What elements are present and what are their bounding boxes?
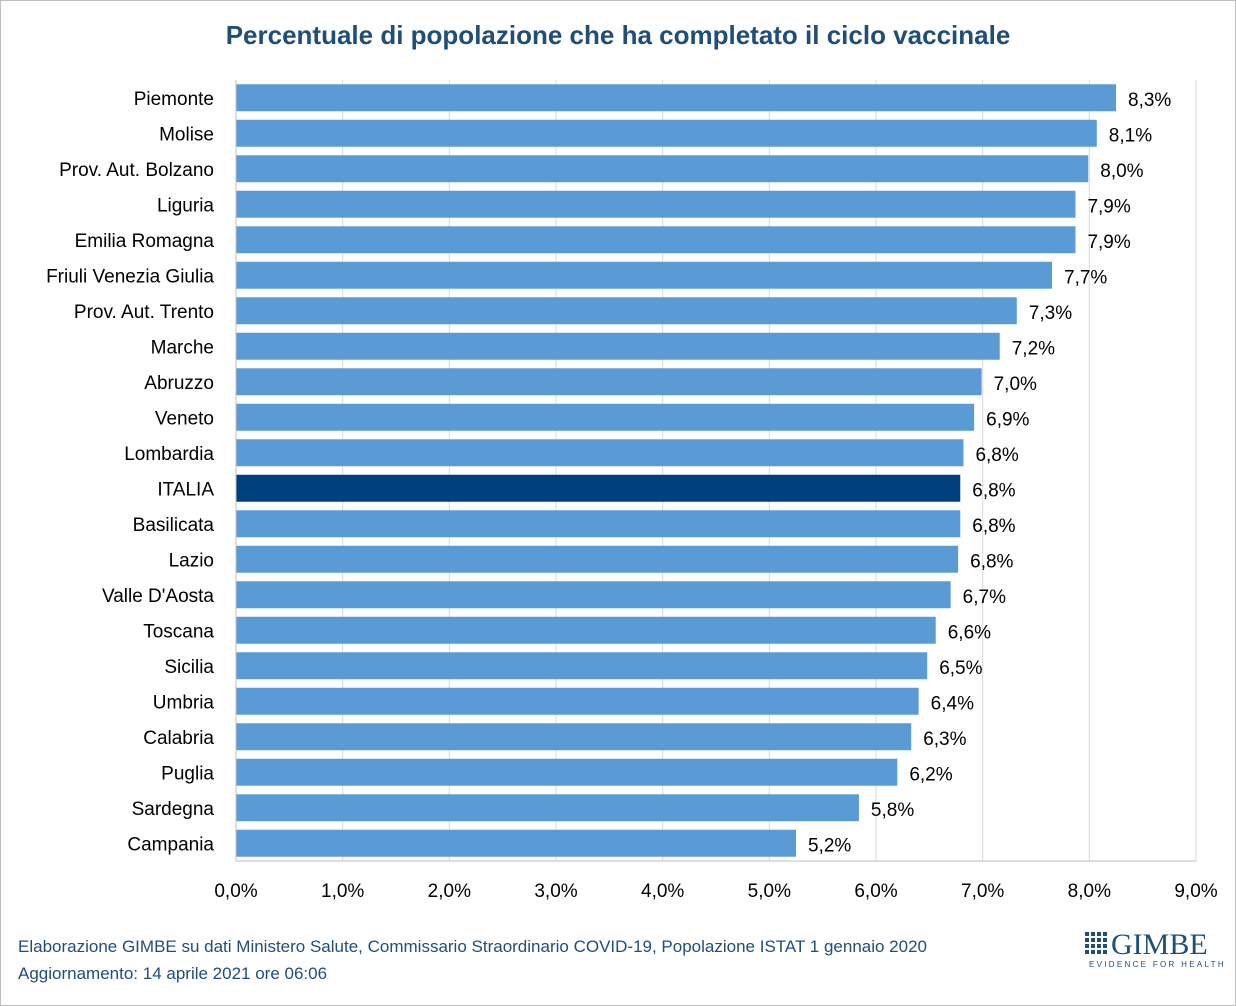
value-label: 7,9% bbox=[1087, 196, 1130, 217]
x-tick-label: 5,0% bbox=[748, 881, 791, 902]
bar bbox=[236, 332, 1000, 360]
bar bbox=[236, 758, 898, 786]
value-label: 6,8% bbox=[975, 445, 1018, 466]
logo-tagline: EVIDENCE FOR HEALTH bbox=[1089, 960, 1226, 969]
bar bbox=[236, 439, 964, 467]
value-label: 6,8% bbox=[972, 480, 1015, 501]
x-tick-label: 9,0% bbox=[1174, 881, 1217, 902]
bar bbox=[236, 616, 936, 644]
bar bbox=[236, 297, 1017, 325]
value-label: 7,7% bbox=[1064, 267, 1107, 288]
value-label: 6,6% bbox=[948, 622, 991, 643]
category-label: Toscana bbox=[143, 621, 214, 642]
value-label: 6,9% bbox=[986, 409, 1029, 430]
x-tick-label: 2,0% bbox=[428, 881, 471, 902]
logo-wordmark: GIMBE bbox=[1111, 928, 1208, 961]
bar bbox=[236, 368, 982, 396]
bar bbox=[236, 226, 1076, 254]
bar bbox=[236, 403, 975, 431]
bar bbox=[236, 190, 1076, 218]
value-label: 6,4% bbox=[931, 693, 974, 714]
category-label: Basilicata bbox=[133, 515, 215, 536]
category-label: Calabria bbox=[143, 728, 214, 749]
category-label: Lazio bbox=[169, 550, 214, 571]
bar bbox=[236, 581, 951, 609]
value-label: 6,8% bbox=[972, 516, 1015, 537]
category-label: Emilia Romagna bbox=[75, 231, 215, 252]
bar bbox=[236, 84, 1116, 112]
value-label: 8,3% bbox=[1128, 90, 1171, 111]
x-tick-label: 3,0% bbox=[534, 881, 577, 902]
category-label: Molise bbox=[159, 124, 214, 145]
value-label: 5,2% bbox=[808, 835, 851, 856]
x-tick-label: 4,0% bbox=[641, 881, 684, 902]
value-label: 6,5% bbox=[939, 658, 982, 679]
bar bbox=[236, 510, 961, 538]
bar bbox=[236, 155, 1089, 183]
category-label: Prov. Aut. Trento bbox=[74, 302, 214, 323]
value-label: 7,0% bbox=[994, 374, 1037, 395]
bar bbox=[236, 261, 1052, 289]
value-label: 7,2% bbox=[1012, 338, 1055, 359]
value-label: 6,3% bbox=[923, 729, 966, 750]
category-label: Prov. Aut. Bolzano bbox=[59, 160, 214, 181]
value-label: 8,1% bbox=[1109, 125, 1152, 146]
bar bbox=[236, 652, 928, 680]
category-label: ITALIA bbox=[157, 479, 214, 500]
category-label: Liguria bbox=[157, 195, 214, 216]
category-label: Campania bbox=[127, 834, 214, 855]
value-label: 7,9% bbox=[1087, 232, 1130, 253]
chart-title: Percentuale di popolazione che ha comple… bbox=[225, 20, 1011, 50]
x-tick-label: 0,0% bbox=[214, 881, 257, 902]
category-label: Lombardia bbox=[124, 444, 214, 465]
bar bbox=[236, 545, 959, 573]
value-label: 7,3% bbox=[1029, 303, 1072, 324]
category-label: Umbria bbox=[153, 692, 215, 713]
bar bbox=[236, 687, 919, 715]
category-label: Friuli Venezia Giulia bbox=[46, 266, 214, 287]
value-label: 5,8% bbox=[871, 800, 914, 821]
value-label: 8,0% bbox=[1100, 161, 1143, 182]
category-label: Marche bbox=[151, 337, 214, 358]
footer-source: Elaborazione GIMBE su dati Ministero Sal… bbox=[18, 937, 928, 956]
footer-updated: Aggiornamento: 14 aprile 2021 ore 06:06 bbox=[18, 964, 328, 983]
bar bbox=[236, 723, 912, 751]
category-label: Veneto bbox=[155, 408, 214, 429]
x-tick-label: 7,0% bbox=[961, 881, 1004, 902]
value-label: 6,7% bbox=[963, 587, 1006, 608]
bar bbox=[236, 829, 796, 857]
x-tick-label: 6,0% bbox=[854, 881, 897, 902]
category-label: Abruzzo bbox=[144, 373, 214, 394]
category-label: Piemonte bbox=[134, 89, 214, 110]
category-label: Sardegna bbox=[132, 799, 215, 820]
bar bbox=[236, 474, 961, 502]
category-label: Puglia bbox=[161, 763, 214, 784]
category-label: Sicilia bbox=[164, 657, 214, 678]
bar bbox=[236, 119, 1097, 147]
bar bbox=[236, 794, 859, 822]
gimbe-logo: GIMBE EVIDENCE FOR HEALTH bbox=[1085, 928, 1224, 974]
value-label: 6,8% bbox=[970, 551, 1013, 572]
value-label: 6,2% bbox=[909, 764, 952, 785]
category-label: Valle D'Aosta bbox=[102, 586, 214, 607]
x-tick-label: 8,0% bbox=[1068, 881, 1111, 902]
grid-logo-icon bbox=[1085, 932, 1107, 954]
x-tick-label: 1,0% bbox=[321, 881, 364, 902]
